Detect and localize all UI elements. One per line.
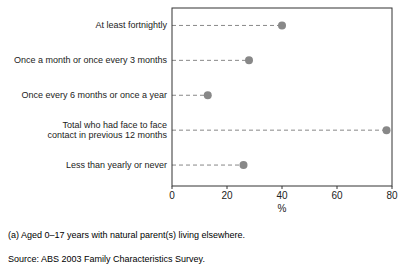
chart: 0 20 40 60 80% Less than yearly or never Total… xyxy=(0,0,403,280)
stem xyxy=(172,165,244,166)
footnote: Source: ABS 2003 Family Characteristics … xyxy=(8,254,205,264)
x-tick-label: 0 xyxy=(169,190,175,201)
stem xyxy=(172,60,249,61)
x-tick-label: 20 xyxy=(221,190,233,201)
x-tick-label: 80 xyxy=(386,190,398,201)
y-tick-label: Once every 6 months or once a year xyxy=(21,90,167,100)
x-tick xyxy=(392,186,393,189)
y-tick-label: Less than yearly or never xyxy=(66,160,167,170)
x-tick xyxy=(337,186,338,189)
dot xyxy=(204,91,212,99)
footnote: (a) Aged 0–17 years with natural parent(… xyxy=(8,230,245,240)
x-tick xyxy=(282,186,283,189)
stem xyxy=(172,25,282,26)
x-tick xyxy=(227,186,228,189)
x-tick-label: 60 xyxy=(331,190,343,201)
stem xyxy=(172,130,387,131)
x-tick-label: 40 xyxy=(276,190,288,201)
dot xyxy=(245,56,253,64)
x-tick xyxy=(172,186,173,189)
x-axis-label: % xyxy=(278,203,287,214)
dot xyxy=(383,126,391,134)
plot-frame xyxy=(172,8,392,186)
dot xyxy=(240,161,248,169)
stem xyxy=(172,95,208,96)
marks xyxy=(172,21,391,169)
y-tick-label: Total who had face to facecontact in pre… xyxy=(47,120,167,140)
dot xyxy=(278,21,286,29)
y-tick-label: At least fortnightly xyxy=(95,20,167,30)
y-tick-label: Once a month or once every 3 months xyxy=(14,55,168,65)
